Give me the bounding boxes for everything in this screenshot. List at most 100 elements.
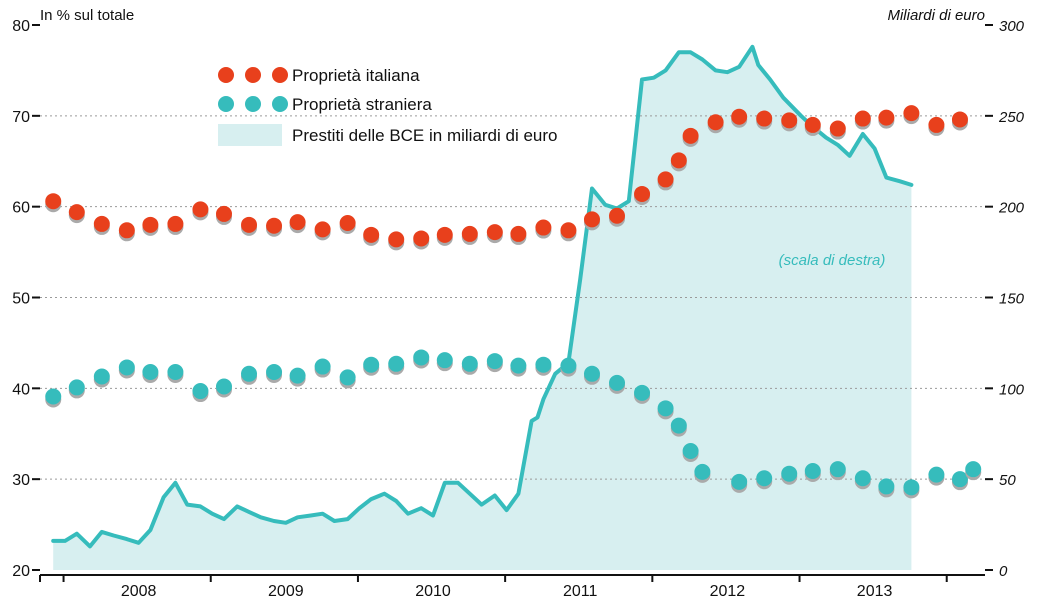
foreign-ownership-point — [167, 363, 184, 380]
italian-ownership-point — [215, 205, 232, 222]
foreign-ownership-point — [192, 383, 209, 400]
italian-ownership-point — [583, 211, 600, 228]
legend-marker-foreign — [218, 96, 234, 112]
italian-ownership-point — [289, 214, 306, 231]
ecb-loans-area — [53, 46, 912, 571]
ecb-loans-line — [51, 44, 914, 549]
italian-ownership-point — [510, 225, 527, 242]
italian-ownership-point — [339, 215, 356, 232]
italian-ownership-point — [928, 116, 945, 133]
italian-ownership-point — [804, 116, 821, 133]
dot-series-group — [45, 105, 982, 499]
right-tick-label: 50 — [999, 472, 1016, 489]
italian-ownership-point — [192, 201, 209, 218]
foreign-ownership-point — [829, 461, 846, 478]
italian-ownership-point — [413, 230, 430, 247]
foreign-ownership-point — [560, 357, 577, 374]
italian-ownership-point — [142, 216, 159, 233]
foreign-ownership-point — [388, 355, 405, 372]
italian-ownership-point — [878, 109, 895, 126]
italian-ownership-point — [363, 226, 380, 243]
italian-ownership-point — [829, 120, 846, 137]
left-tick-label: 20 — [12, 563, 30, 580]
foreign-ownership-point — [314, 358, 331, 375]
italian-ownership-point — [634, 185, 651, 202]
legend-label-foreign: Proprietà straniera — [292, 95, 432, 114]
foreign-ownership-point — [634, 384, 651, 401]
foreign-ownership-point — [486, 353, 503, 370]
italian-ownership-point — [167, 215, 184, 232]
italian-ownership-point — [682, 127, 699, 144]
italian-ownership-point — [535, 219, 552, 236]
year-label: 2009 — [268, 583, 304, 600]
italian-ownership-point — [854, 110, 871, 127]
italian-ownership-point — [314, 221, 331, 238]
right-tick-label: 300 — [999, 18, 1025, 35]
foreign-ownership-point — [241, 365, 258, 382]
italian-ownership-point — [436, 226, 453, 243]
legend-marker-foreign — [272, 96, 288, 112]
foreign-ownership-point — [510, 357, 527, 374]
foreign-ownership-point — [609, 374, 626, 391]
italian-ownership-point — [68, 204, 85, 221]
left-tick-label: 80 — [12, 18, 30, 35]
left-axis-label: In % sul totale — [40, 7, 134, 24]
foreign-ownership-point — [804, 462, 821, 479]
legend-marker-italian — [218, 67, 234, 83]
ecb-loans-area-group — [53, 46, 912, 571]
italian-ownership-point — [707, 114, 724, 131]
foreign-ownership-point — [781, 465, 798, 482]
foreign-ownership-point — [461, 355, 478, 372]
foreign-ownership-point — [289, 367, 306, 384]
italian-ownership-point — [609, 207, 626, 224]
right-tick-label: 250 — [998, 109, 1025, 126]
year-label: 2012 — [710, 583, 746, 600]
foreign-ownership-point — [68, 379, 85, 396]
right-tick-label: 0 — [999, 563, 1008, 580]
foreign-ownership-point — [903, 479, 920, 496]
legend-marker-italian — [272, 67, 288, 83]
foreign-ownership-point — [682, 443, 699, 460]
foreign-ownership-point — [951, 471, 968, 488]
foreign-ownership-point — [93, 368, 110, 385]
ecb-loans-line-group — [51, 44, 914, 549]
legend-label-italian: Proprietà italiana — [292, 66, 420, 85]
foreign-ownership-point — [583, 365, 600, 382]
italian-ownership-point — [657, 171, 674, 188]
foreign-ownership-point — [118, 359, 135, 376]
italian-ownership-point — [903, 105, 920, 122]
italian-ownership-point — [118, 222, 135, 239]
foreign-ownership-point — [878, 478, 895, 495]
right-axis-label: Miliardi di euro — [887, 7, 985, 24]
foreign-ownership-point — [535, 356, 552, 373]
italian-ownership-point — [781, 112, 798, 129]
foreign-ownership-point — [670, 417, 687, 434]
legend: Proprietà italiana Proprietà straniera Pre… — [218, 66, 558, 146]
foreign-ownership-point — [731, 473, 748, 490]
italian-ownership-point — [461, 225, 478, 242]
legend-marker-italian — [245, 67, 261, 83]
foreign-ownership-point — [965, 461, 982, 478]
year-label: 2011 — [563, 583, 598, 600]
foreign-ownership-point — [266, 363, 283, 380]
italian-ownership-point — [951, 111, 968, 128]
left-tick-label: 50 — [12, 291, 30, 308]
italian-ownership-point — [731, 108, 748, 125]
foreign-ownership-point — [363, 356, 380, 373]
foreign-ownership-point — [436, 352, 453, 369]
italian-ownership-point — [486, 224, 503, 241]
foreign-ownership-point — [928, 466, 945, 483]
legend-swatch-ecb — [218, 124, 282, 146]
foreign-ownership-point — [756, 470, 773, 487]
axes: 20 30 40 50 60 70 80 0 50 100 150 200 250 300 2008 2009… — [12, 18, 1024, 600]
italian-ownership-point — [266, 217, 283, 234]
italian-ownership-point — [670, 152, 687, 169]
italian-ownership-point — [560, 222, 577, 239]
foreign-ownership-point — [339, 369, 356, 386]
right-tick-label: 200 — [998, 200, 1025, 217]
left-tick-label: 40 — [12, 381, 30, 398]
left-tick-label: 30 — [12, 472, 30, 489]
foreign-ownership-point — [45, 388, 62, 405]
legend-label-ecb: Prestiti delle BCE in miliardi di euro — [292, 126, 558, 145]
